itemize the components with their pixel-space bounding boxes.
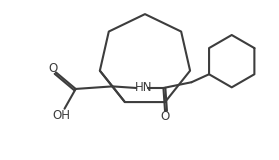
Text: O: O — [160, 110, 170, 123]
Text: O: O — [48, 62, 57, 75]
Text: HN: HN — [134, 81, 152, 94]
Text: OH: OH — [52, 109, 70, 122]
